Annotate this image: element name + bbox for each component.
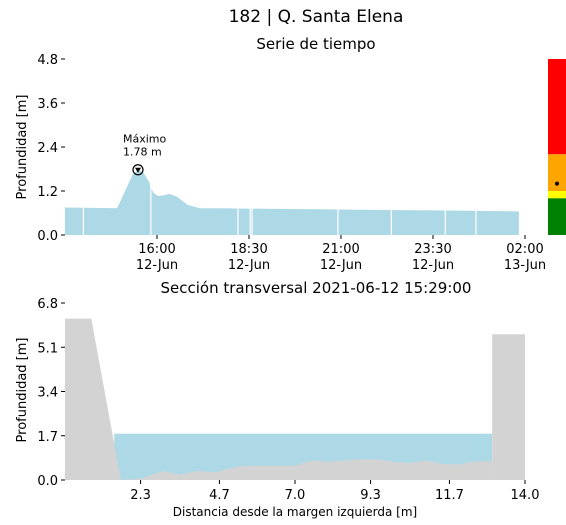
x-tick-label: 2.3: [130, 488, 151, 503]
time-series-x-axis: 16:0012-Jun18:3012-Jun21:0012-Jun23:3012…: [136, 235, 546, 273]
y-tick-label: 0.0: [37, 229, 58, 244]
status-bar: [548, 59, 566, 235]
cross-section-plot-area: [65, 318, 525, 480]
max-annotation: Máximo 1.78 m: [123, 133, 167, 176]
status-segment: [548, 59, 566, 155]
y-tick-label: 1.2: [37, 185, 58, 200]
status-segment: [548, 198, 566, 235]
x-tick-label: 7.0: [285, 488, 306, 503]
depth-area: [65, 169, 519, 235]
cross-section-x-axis: 2.3 4.7 7.0 9.3 11.7 14.0: [130, 480, 539, 503]
x-tick-time: 23:30: [414, 242, 451, 257]
cross-section-ylabel: Profundidad [m]: [15, 338, 30, 443]
time-series-plot-area: [65, 119, 519, 235]
y-tick-label: 2.4: [37, 141, 58, 156]
cross-section-chart: Sección transversal 2021-06-12 15:29:00 …: [15, 279, 539, 519]
x-tick-date: 12-Jun: [320, 258, 362, 273]
ground-profile: [65, 318, 493, 480]
max-marker-ring: [132, 164, 144, 176]
max-annotation-label: Máximo: [123, 133, 167, 146]
x-tick-time: 21:00: [322, 242, 359, 257]
time-series-y-axis: 0.0 1.2 2.4 3.6 4.8: [37, 53, 65, 244]
x-tick-time: 16:00: [138, 242, 175, 257]
x-tick-date: 12-Jun: [136, 258, 178, 273]
x-tick-date: 12-Jun: [228, 258, 270, 273]
max-marker-arrow: [134, 167, 141, 173]
x-tick-time: 18:30: [230, 242, 267, 257]
y-tick-label: 6.8: [37, 297, 58, 312]
x-tick-label: 14.0: [511, 488, 540, 503]
status-marker: [555, 181, 559, 186]
y-tick-label: 5.1: [37, 341, 58, 356]
x-tick-label: 4.7: [209, 488, 230, 503]
status-segment: [548, 191, 566, 199]
x-tick-label: 11.7: [435, 488, 464, 503]
x-tick-time: 02:00: [506, 242, 543, 257]
x-tick-date: 12-Jun: [412, 258, 454, 273]
x-tick-date: 13-Jun: [504, 258, 546, 273]
time-series-title: Serie de tiempo: [256, 35, 375, 53]
y-tick-label: 0.0: [37, 474, 58, 489]
time-series-ylabel: Profundidad [m]: [15, 95, 30, 200]
figure-title: 182 | Q. Santa Elena: [229, 7, 404, 27]
y-tick-label: 4.8: [37, 53, 58, 68]
cross-section-title: Sección transversal 2021-06-12 15:29:00: [161, 279, 472, 297]
y-tick-label: 3.4: [37, 386, 58, 401]
time-series-chart: Serie de tiempo Profundidad [m] 0.0 1.2 2.…: [15, 35, 566, 273]
right-bank: [492, 334, 525, 480]
cross-section-y-axis: 0.0 1.7 3.4 5.1 6.8: [37, 297, 65, 489]
status-segment: [548, 154, 566, 191]
y-tick-label: 1.7: [37, 430, 58, 445]
x-tick-label: 9.3: [360, 488, 381, 503]
max-annotation-value: 1.78 m: [123, 146, 162, 159]
cross-section-xlabel: Distancia desde la margen izquierda [m]: [173, 505, 417, 519]
y-tick-label: 3.6: [37, 97, 58, 112]
